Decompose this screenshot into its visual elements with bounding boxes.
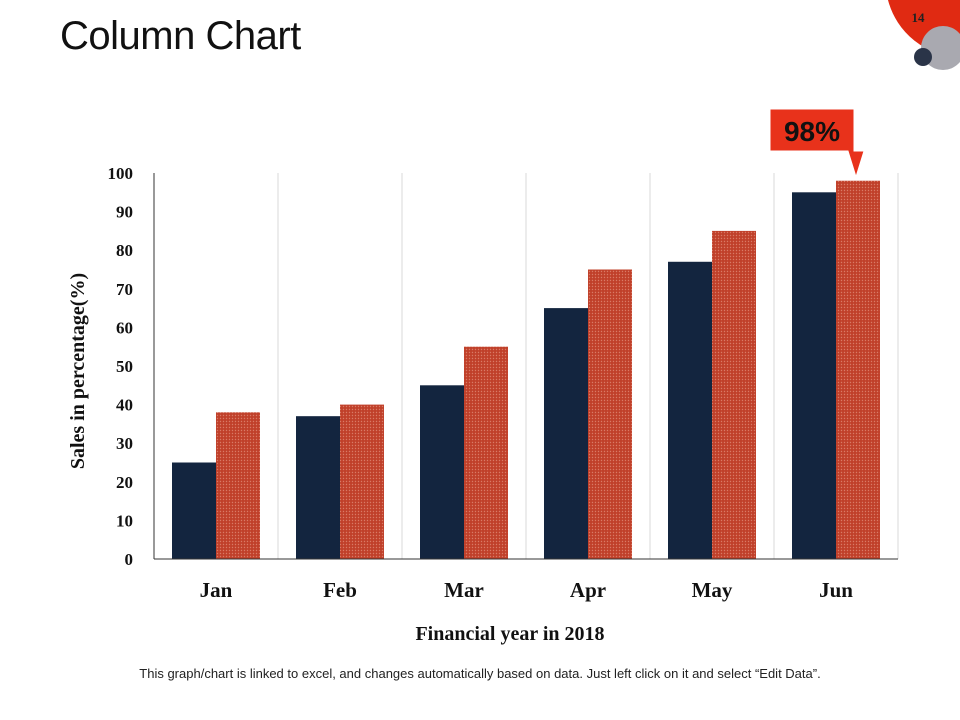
bar-jan-series-1[interactable] xyxy=(172,462,216,560)
bar-apr-series-1[interactable] xyxy=(544,308,588,559)
x-axis-title: Financial year in 2018 xyxy=(415,623,604,645)
y-tick-label: 60 xyxy=(116,318,133,337)
bar-jan-series-2[interactable] xyxy=(216,412,260,559)
y-tick-label: 50 xyxy=(116,357,133,376)
callout-label: 98% xyxy=(784,116,840,147)
bar-jun-series-2[interactable] xyxy=(836,180,880,559)
bar-mar-series-1[interactable] xyxy=(420,385,464,559)
y-tick-label: 10 xyxy=(116,511,133,530)
y-tick-label: 0 xyxy=(125,550,134,569)
bar-mar-series-2[interactable] xyxy=(464,346,508,559)
x-tick-label: Jun xyxy=(819,578,853,602)
bar-may-series-1[interactable] xyxy=(668,261,712,559)
bar-may-series-2[interactable] xyxy=(712,230,756,559)
x-tick-label: Apr xyxy=(570,578,606,602)
bar-apr-series-2[interactable] xyxy=(588,269,632,560)
y-axis-title: Sales in percentage(%) xyxy=(67,273,89,469)
footer-note: This graph/chart is linked to excel, and… xyxy=(139,666,821,681)
y-tick-label: 40 xyxy=(116,396,133,415)
y-tick-label: 70 xyxy=(116,280,133,299)
column-chart: 0 10 20 30 40 50 60 70 80 90 100 Jan Feb Mar Apr May Jun… xyxy=(67,108,899,645)
y-tick-label: 30 xyxy=(116,434,133,453)
x-tick-label: Mar xyxy=(444,578,484,602)
bar-feb-series-1[interactable] xyxy=(296,416,340,559)
page-number: 14 xyxy=(911,10,925,25)
y-tick-label: 90 xyxy=(116,203,133,222)
y-tick-label: 80 xyxy=(116,241,133,260)
corner-decoration xyxy=(888,0,960,70)
y-tick-label: 100 xyxy=(108,164,134,183)
callout-box xyxy=(769,108,865,179)
bar-jun-series-1[interactable] xyxy=(792,192,836,560)
x-tick-label: May xyxy=(692,578,733,602)
slide-title: Column Chart xyxy=(60,14,301,58)
x-tick-label: Jan xyxy=(200,578,233,602)
y-tick-label: 20 xyxy=(116,473,133,492)
navy-dot-decoration xyxy=(914,48,932,66)
bar-feb-series-2[interactable] xyxy=(340,404,384,559)
x-tick-label: Feb xyxy=(323,578,357,602)
